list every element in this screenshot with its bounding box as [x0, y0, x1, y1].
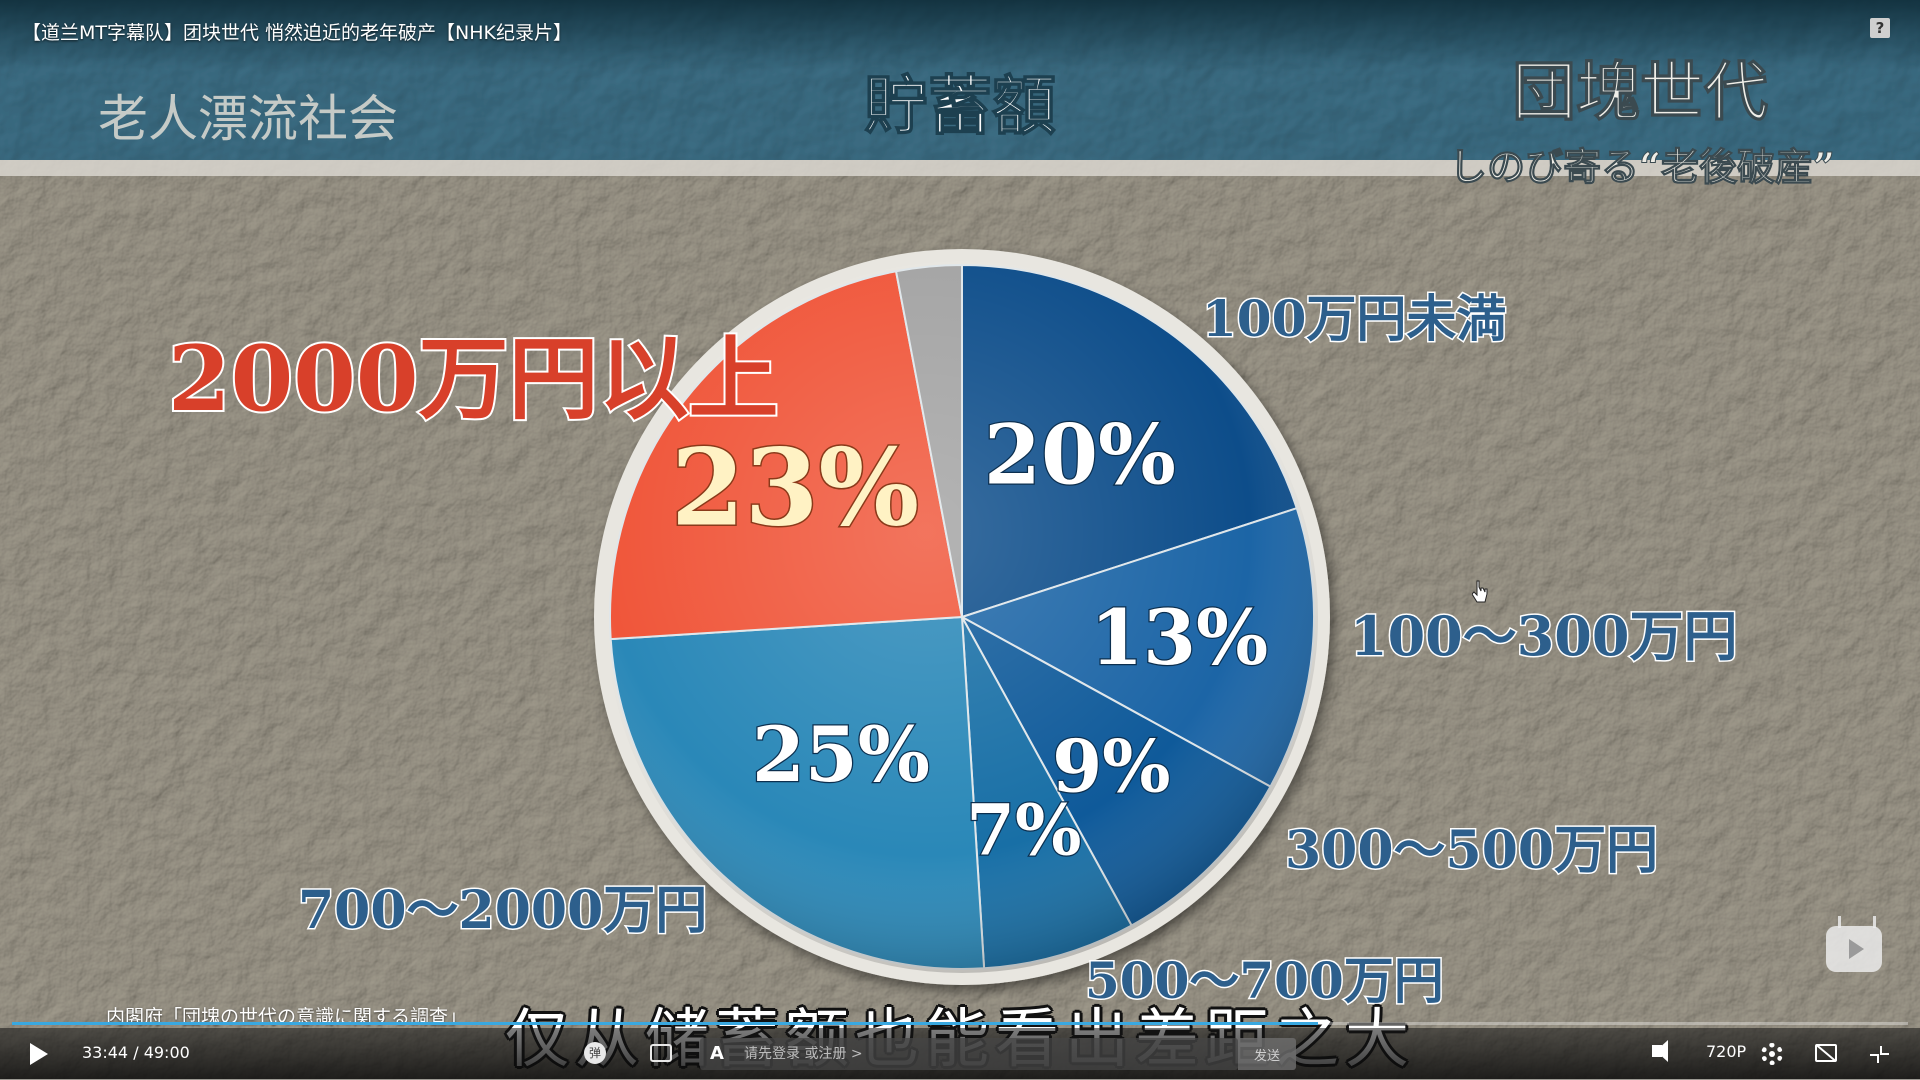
progress-fill — [12, 1022, 1319, 1025]
player-logo-icon — [1826, 926, 1882, 972]
pie-percent-5: 23% — [671, 425, 919, 550]
danmaku-settings-icon[interactable] — [650, 1044, 672, 1062]
pie-percent-2: 9% — [1052, 724, 1171, 809]
pie-label-5: 2000万円以上 — [168, 326, 779, 432]
progress-bar[interactable] — [12, 1022, 1908, 1025]
play-icon[interactable] — [30, 1043, 48, 1065]
help-icon[interactable]: ? — [1870, 18, 1890, 38]
current-time: 33:44 — [82, 1043, 129, 1062]
time-separator: / — [133, 1043, 144, 1062]
banner-rule — [0, 160, 1920, 176]
pie-label-2: 300～500万円 — [1285, 820, 1658, 881]
pie-label-3: 500～700万円 — [1085, 951, 1444, 1010]
danmaku-toggle[interactable]: 弹 — [584, 1042, 606, 1064]
danmaku-input[interactable] — [700, 1038, 1238, 1070]
gear-icon[interactable] — [1761, 1043, 1783, 1065]
volume-icon[interactable] — [1652, 1040, 1668, 1062]
pie-category-labels: 100万円未満 100～300万円 300～500万円 500～700万円 700～20… — [166, 288, 1739, 1012]
pie-percent-0: 20% — [984, 407, 1176, 503]
pie-label-1: 100～300万円 — [1350, 604, 1737, 668]
danmaku-style-icon[interactable]: A — [710, 1043, 724, 1064]
pie-percentages: 20% 13% 9%7% 25% 23% — [670, 406, 1270, 873]
program-title-sub: しのび寄る“老後破産” — [1449, 144, 1835, 189]
window-title: 【道兰MT字幕队】团块世代 悄然迫近的老年破产【NHK纪录片】 — [22, 22, 572, 44]
duration: 49:00 — [143, 1043, 190, 1062]
top-fade — [0, 0, 1920, 70]
pie-percent-4: 25% — [752, 710, 930, 799]
program-logo: 老人漂流社会 — [98, 90, 398, 148]
pie-label-0: 100万円未満 — [1202, 289, 1506, 348]
pie-percent-3: 7% — [966, 788, 1081, 871]
program-title-main: 団塊世代 — [1512, 55, 1768, 130]
time-readout: 33:44 / 49:00 — [82, 1043, 190, 1062]
quality-button[interactable]: 720P — [1700, 1041, 1752, 1062]
chart-title: 貯蓄額 — [864, 69, 1056, 144]
pie-percent-1: 13% — [1090, 593, 1268, 682]
send-button[interactable]: 发送 — [1238, 1038, 1296, 1070]
pie-label-4: 700～2000万円 — [298, 880, 707, 941]
exit-fullscreen-icon[interactable] — [1870, 1046, 1889, 1064]
mini-window-icon[interactable] — [1815, 1044, 1837, 1062]
cursor-icon — [1472, 580, 1488, 603]
